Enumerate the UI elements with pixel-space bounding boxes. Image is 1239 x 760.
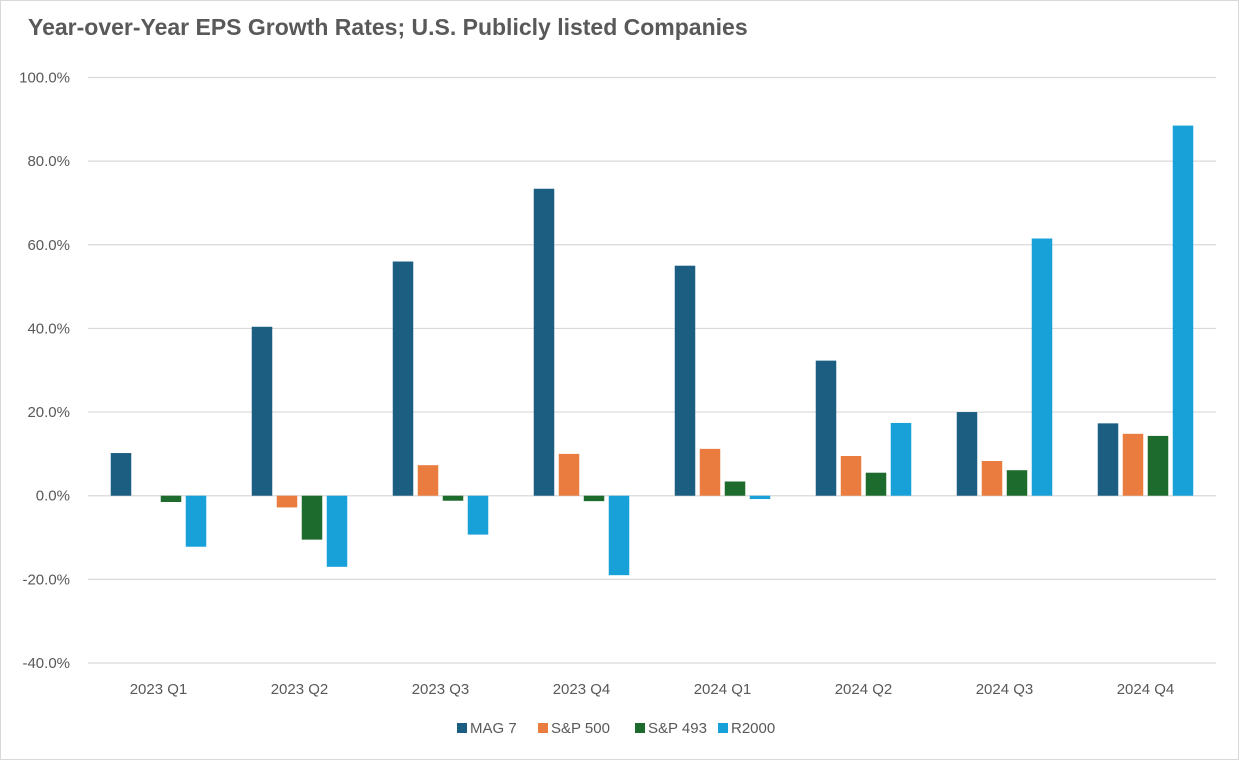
bar-mag-7-2024-q3 (956, 412, 978, 496)
bar-mag-7-2023-q4 (533, 188, 555, 496)
y-tick-label: 60.0% (27, 237, 70, 254)
bar-r2000-2023-q4 (608, 495, 630, 576)
x-tick-label: 2024 Q3 (976, 681, 1034, 698)
bar-mag-7-2024-q2 (815, 360, 837, 496)
bars (110, 125, 1194, 576)
x-tick-label: 2023 Q2 (271, 681, 329, 698)
y-tick-label: 0.0% (36, 488, 70, 505)
legend-swatch (538, 723, 548, 733)
bar-r2000-2023-q1 (185, 495, 207, 547)
bar-s-p-493-2024-q1 (724, 481, 746, 496)
chart-title: Year-over-Year EPS Growth Rates; U.S. Pu… (28, 14, 748, 40)
x-tick-label: 2023 Q1 (130, 681, 188, 698)
bar-r2000-2024-q4 (1172, 125, 1194, 496)
bar-mag-7-2024-q4 (1097, 423, 1119, 496)
bar-s-p-500-2024-q3 (981, 461, 1003, 496)
bar-s-p-493-2023-q2 (301, 495, 323, 540)
y-tick-label: 100.0% (19, 70, 70, 87)
y-tick-label: -20.0% (22, 571, 70, 588)
x-axis-ticks: 2023 Q1 2023 Q2 2023 Q3 2023 Q4 2024 Q1 2024 … (130, 681, 1175, 698)
legend-label: S&P 493 (648, 720, 707, 737)
bar-s-p-493-2023-q4 (583, 495, 605, 502)
bar-mag-7-2023-q2 (251, 326, 273, 496)
bar-s-p-500-2024-q1 (699, 448, 721, 496)
bar-s-p-493-2024-q2 (865, 472, 887, 496)
y-tick-label: -40.0% (22, 655, 70, 672)
legend-label: MAG 7 (470, 720, 517, 737)
bar-s-p-500-2024-q2 (840, 455, 862, 496)
y-tick-label: 80.0% (27, 153, 70, 170)
bar-s-p-493-2023-q3 (442, 495, 464, 501)
bar-mag-7-2024-q1 (674, 265, 696, 496)
x-tick-label: 2024 Q1 (694, 681, 752, 698)
x-tick-label: 2024 Q2 (835, 681, 893, 698)
bar-s-p-493-2023-q1 (160, 495, 182, 502)
bar-s-p-493-2024-q3 (1006, 470, 1028, 496)
bar-mag-7-2023-q3 (392, 261, 414, 496)
x-tick-label: 2023 Q3 (412, 681, 470, 698)
y-tick-label: 20.0% (27, 404, 70, 421)
bar-s-p-500-2023-q4 (558, 453, 580, 496)
bar-s-p-493-2024-q4 (1147, 435, 1169, 496)
gridlines (88, 76, 1216, 664)
bar-mag-7-2023-q1 (110, 453, 132, 496)
legend-swatch (457, 723, 467, 733)
bar-r2000-2024-q1 (749, 495, 771, 500)
legend: MAG 7 S&P 500 S&P 493 R2000 (457, 720, 775, 737)
y-tick-label: 40.0% (27, 320, 70, 337)
legend-swatch (635, 723, 645, 733)
bar-r2000-2023-q3 (467, 495, 489, 535)
y-axis-ticks: -40.0% -20.0% 0.0% 20.0% 40.0% 60.0% 80.0% 100.… (19, 70, 70, 673)
legend-label: S&P 500 (551, 720, 610, 737)
x-tick-label: 2024 Q4 (1117, 681, 1175, 698)
bar-s-p-500-2023-q3 (417, 465, 439, 496)
legend-swatch (718, 723, 728, 733)
bar-s-p-500-2024-q4 (1122, 433, 1144, 496)
x-tick-label: 2023 Q4 (553, 681, 611, 698)
bar-r2000-2024-q3 (1031, 238, 1053, 496)
bar-r2000-2023-q2 (326, 495, 348, 567)
bar-s-p-500-2023-q2 (276, 495, 298, 508)
bar-r2000-2024-q2 (890, 422, 912, 496)
legend-label: R2000 (731, 720, 775, 737)
